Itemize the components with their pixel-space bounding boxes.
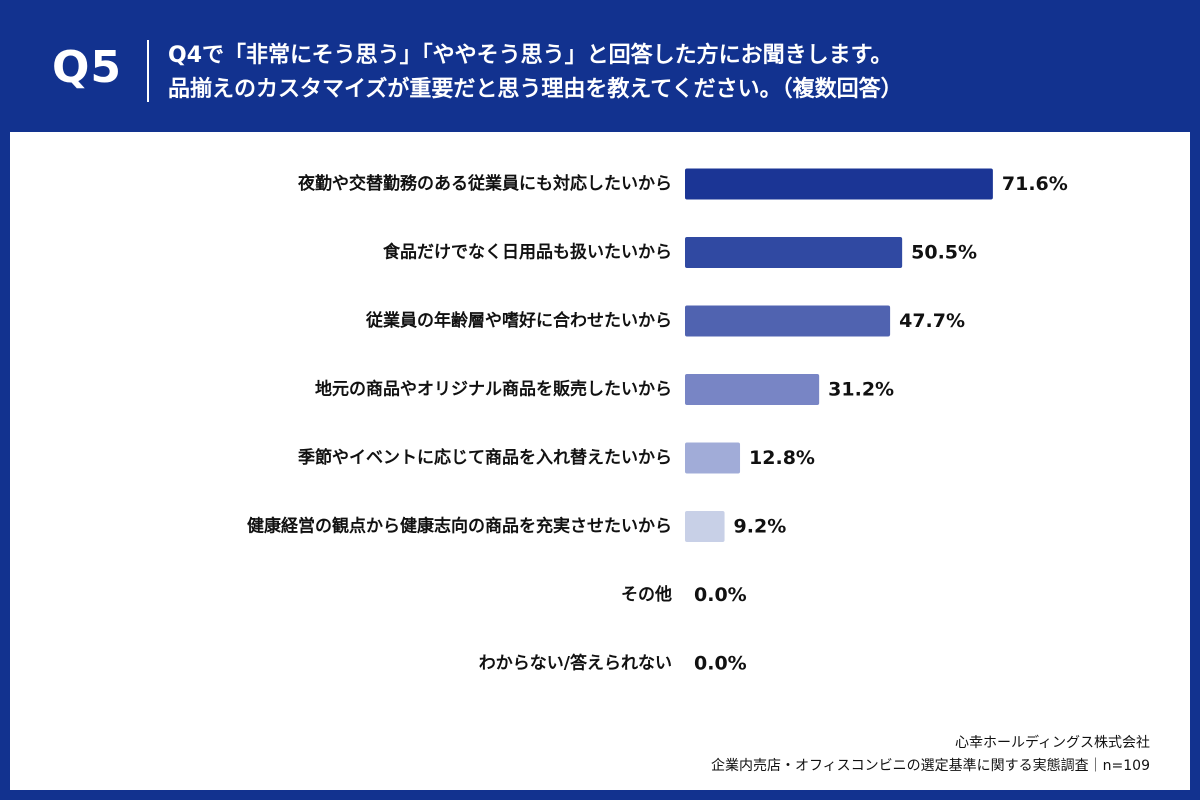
bar (685, 305, 891, 337)
value-label: 50.5% (911, 242, 977, 264)
chart-panel: 夜勤や交替勤務のある従業員にも対応したいから 71.6% 食品だけでなく日用品も扱い… (10, 132, 1190, 790)
question-number: Q5 (52, 42, 123, 93)
value-label: 9.2% (734, 516, 787, 538)
value-label: 12.8% (749, 447, 815, 469)
value-label: 47.7% (899, 310, 965, 332)
bar-chart: 夜勤や交替勤務のある従業員にも対応したいから 71.6% 食品だけでなく日用品も扱い… (247, 168, 1068, 675)
category-label: 季節やイベントに応じて商品を入れ替えたいから (298, 447, 672, 468)
bar (685, 168, 993, 200)
category-label: 従業員の年齢層や嗜好に合わせたいから (365, 310, 672, 331)
category-label: その他 (621, 584, 672, 605)
bar (685, 237, 903, 268)
category-label: わからない/答えられない (479, 653, 672, 674)
question-text: Q4で「非常にそう思う」「ややそう思う」と回答した方にお聞きします。 品揃えのカ… (168, 39, 903, 107)
value-label: 31.2% (828, 379, 894, 401)
value-label: 0.0% (694, 653, 747, 675)
question-line-2: 品揃えのカスタマイズが重要だと思う理由を教えてください。（複数回答） (168, 77, 903, 102)
value-label: 71.6% (1002, 173, 1068, 195)
header: Q5 Q4で「非常にそう思う」「ややそう思う」と回答した方にお聞きします。 品揃… (0, 0, 1200, 132)
category-label: 健康経営の観点から健康志向の商品を充実させたいから (247, 516, 672, 537)
bar (685, 374, 820, 405)
footer-company: 心幸ホールディングス株式会社 (954, 735, 1150, 751)
question-line-1: Q4で「非常にそう思う」「ややそう思う」と回答した方にお聞きします。 (168, 43, 893, 68)
bar (685, 442, 741, 474)
footer-survey: 企業内売店・オフィスコンビニの選定基準に関する実態調査｜n=109 (710, 758, 1150, 774)
header-divider (147, 40, 149, 102)
value-label: 0.0% (694, 584, 747, 606)
category-label: 地元の商品やオリジナル商品を販売したいから (315, 379, 672, 400)
bar (685, 511, 725, 542)
category-label: 夜勤や交替勤務のある従業員にも対応したいから (297, 173, 672, 194)
category-label: 食品だけでなく日用品も扱いたいから (383, 242, 672, 263)
footer: 心幸ホールディングス株式会社 企業内売店・オフィスコンビニの選定基準に関する実態… (711, 732, 1150, 778)
